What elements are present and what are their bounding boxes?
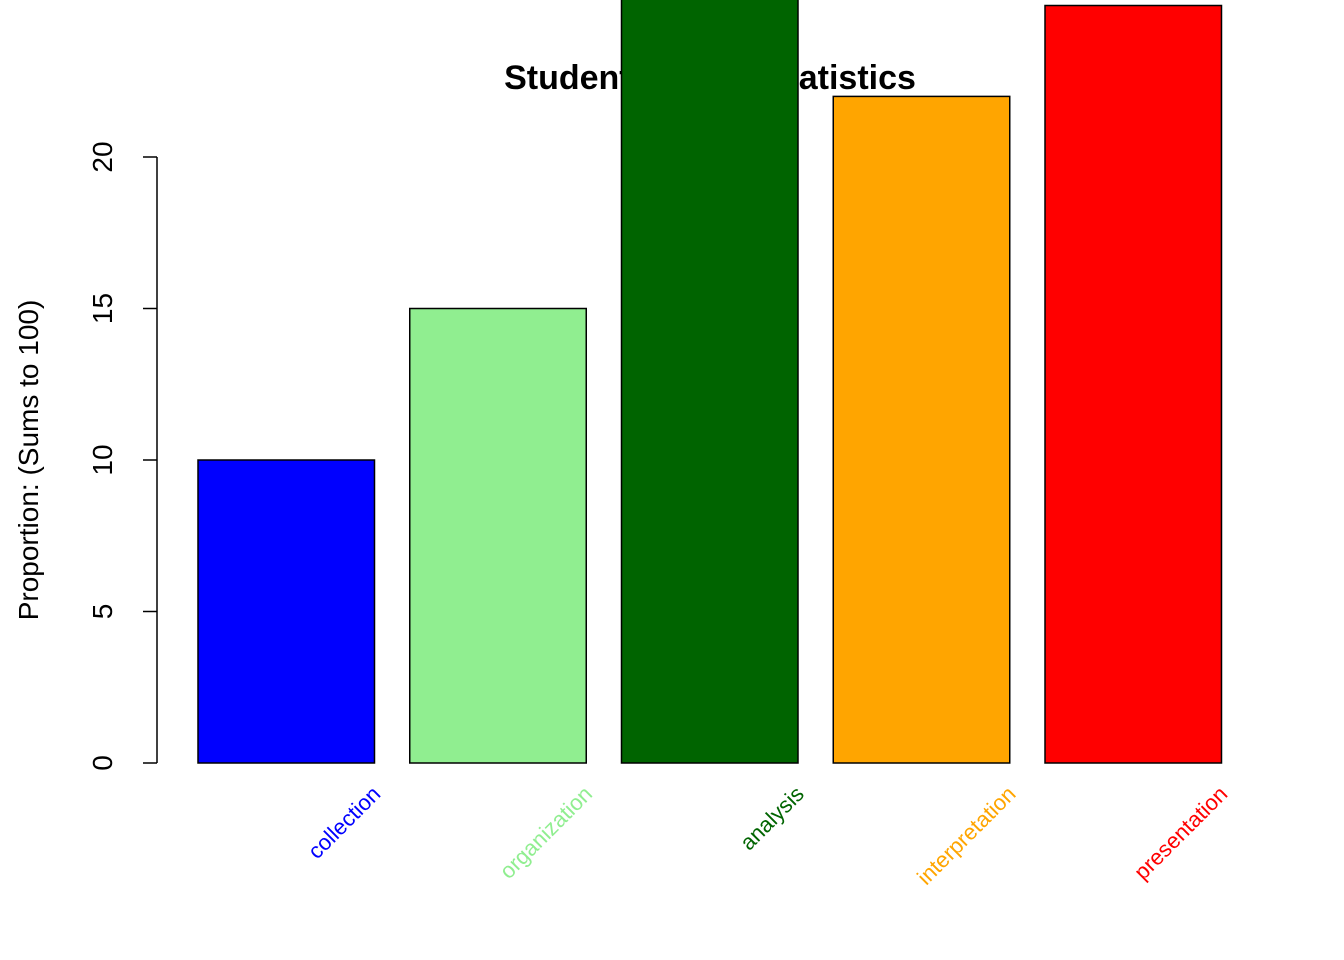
y-tick-label: 15	[87, 293, 118, 324]
x-tick-label: organization	[495, 781, 597, 883]
y-tick-label: 0	[87, 755, 118, 771]
bar	[620, 0, 799, 764]
y-tick-label: 10	[87, 444, 118, 475]
bar	[1044, 4, 1223, 764]
bar	[832, 95, 1011, 764]
y-axis-label: Proportion: (Sums to 100)	[13, 300, 44, 621]
bar	[197, 459, 376, 764]
x-tick-label: analysis	[735, 781, 809, 855]
x-tick-label: presentation	[1129, 781, 1232, 884]
bar	[409, 307, 587, 764]
x-tick-label: collection	[303, 781, 386, 864]
x-tick-label: interpretation	[912, 781, 1020, 889]
y-tick-label: 5	[87, 604, 118, 620]
y-tick-label: 20	[87, 141, 118, 172]
